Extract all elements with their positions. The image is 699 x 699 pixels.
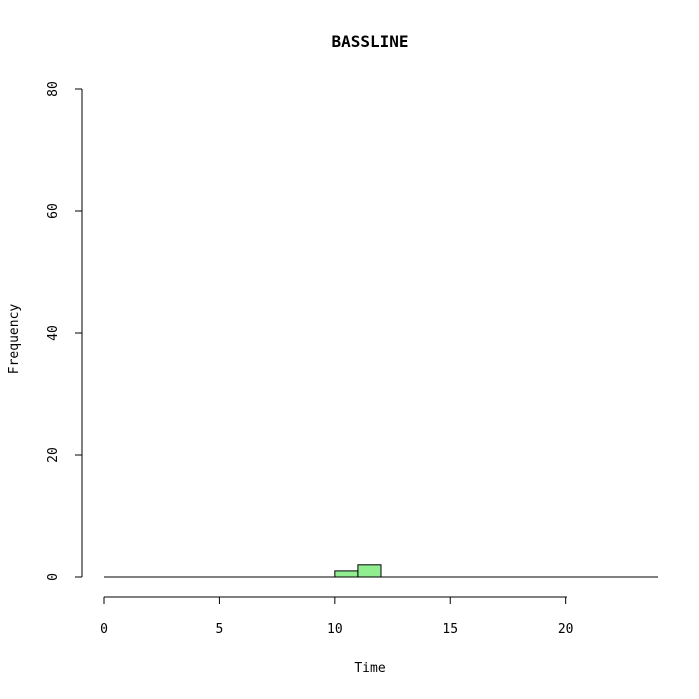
histogram-bar-0 — [334, 570, 359, 578]
x-tick-label-1: 5 — [216, 622, 224, 637]
histogram-bars — [334, 564, 382, 578]
x-tick-label-3: 15 — [442, 622, 458, 637]
y-tick-label-2: 40 — [46, 325, 61, 341]
y-tick-label-3: 60 — [46, 203, 61, 219]
y-axis-ticks: 0 20 40 60 80 — [46, 81, 82, 581]
x-axis-label: Time — [354, 661, 385, 676]
x-tick-label-4: 20 — [558, 622, 574, 637]
y-tick-label-4: 80 — [46, 81, 61, 97]
x-tick-label-2: 10 — [327, 622, 343, 637]
chart-title: BASSLINE — [331, 32, 408, 51]
y-tick-label-1: 20 — [46, 447, 61, 463]
x-axis-ticks: 0 5 10 15 20 — [100, 597, 573, 637]
y-axis-label: Frequency — [7, 304, 22, 375]
y-tick-label-0: 0 — [46, 573, 61, 581]
histogram-bar-1 — [357, 564, 382, 578]
x-tick-label-0: 0 — [100, 622, 108, 637]
